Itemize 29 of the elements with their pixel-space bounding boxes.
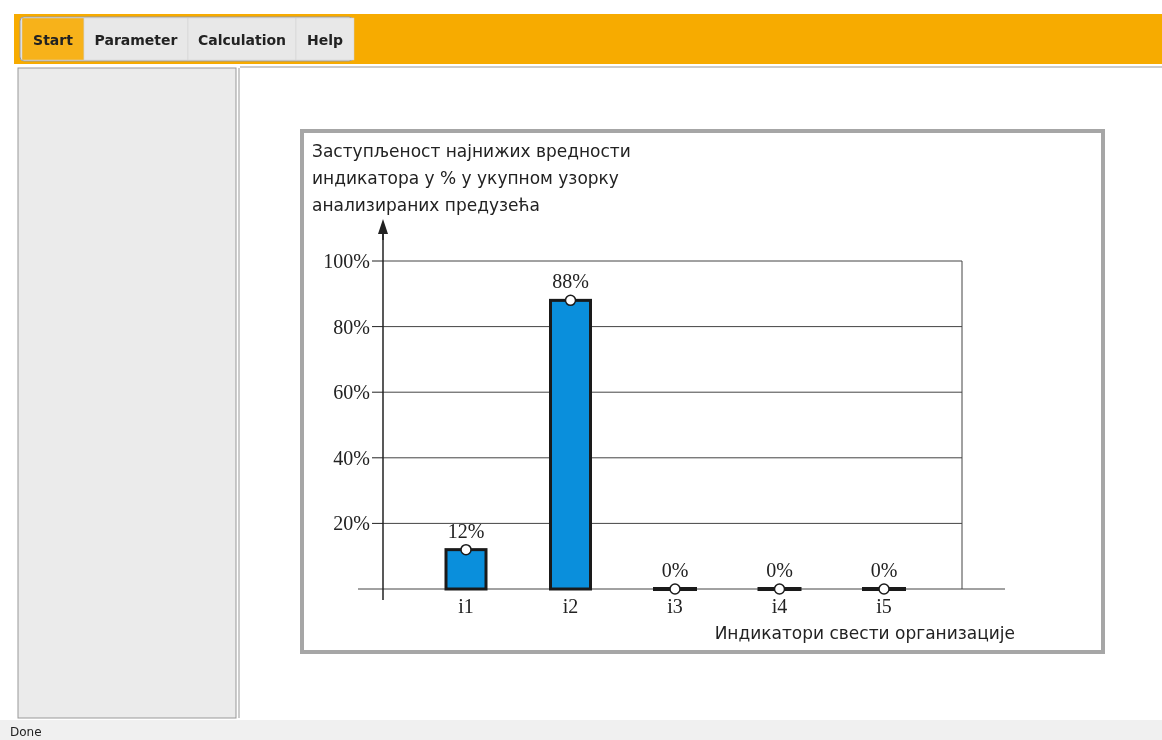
point (460, 543, 472, 556)
data-label: 0% (870, 559, 898, 581)
x-axis-title: Индикатори свести организације (714, 623, 1015, 643)
bar (549, 298, 592, 591)
x-tick-label: i1 (458, 595, 474, 617)
text: Help (306, 32, 344, 48)
x-tick-label: i4 (771, 595, 788, 617)
text: Calculation (197, 32, 287, 48)
point (564, 294, 577, 307)
bar (444, 548, 488, 591)
data-label: 0% (661, 559, 689, 581)
text: Parameter (94, 32, 178, 48)
data-label: 0% (766, 559, 793, 581)
point (878, 583, 890, 595)
y-tick-label: 20% (333, 512, 370, 535)
text: Start (33, 32, 74, 48)
y-tick-label: 80% (333, 315, 370, 338)
data-label: 12% (447, 519, 485, 542)
text: Done (10, 725, 42, 739)
point (773, 583, 786, 595)
x-tick-label: i3 (667, 595, 683, 617)
data-label: 88% (552, 270, 589, 293)
y-tick-label: 60% (333, 381, 370, 404)
chart-title: Заступљеност најнижих вредности индикатора у % у укупном узорку анализираних предузећа (312, 141, 631, 215)
x-tick-label: i2 (562, 595, 579, 617)
x-tick-label: i5 (876, 595, 892, 617)
y-tick-label: 100% (323, 250, 370, 272)
point (669, 583, 681, 595)
y-tick-label: 40% (333, 446, 370, 469)
